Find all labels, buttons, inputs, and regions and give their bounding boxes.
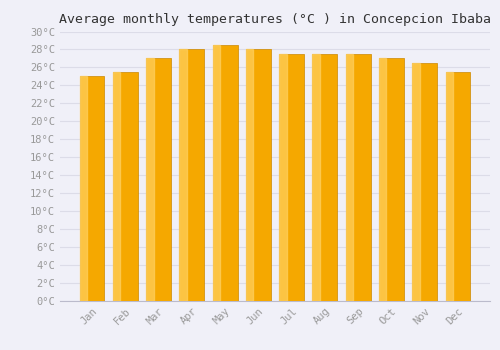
Bar	[113, 72, 120, 301]
Bar	[346, 54, 370, 301]
Bar	[446, 72, 470, 301]
Bar	[246, 49, 254, 301]
Bar	[212, 45, 238, 301]
Bar	[446, 72, 453, 301]
Bar	[412, 63, 437, 301]
Bar	[80, 76, 87, 301]
Bar	[279, 54, 304, 301]
Bar	[146, 58, 154, 301]
Bar	[412, 63, 420, 301]
Bar	[346, 54, 353, 301]
Bar	[180, 49, 187, 301]
Bar	[279, 54, 286, 301]
Bar	[246, 49, 271, 301]
Bar	[180, 49, 204, 301]
Bar	[113, 72, 138, 301]
Bar	[146, 58, 171, 301]
Bar	[212, 45, 220, 301]
Bar	[379, 58, 386, 301]
Title: Average monthly temperatures (°C ) in Concepcion Ibaba: Average monthly temperatures (°C ) in Co…	[59, 13, 491, 26]
Bar	[312, 54, 320, 301]
Bar	[80, 76, 104, 301]
Bar	[312, 54, 338, 301]
Bar	[379, 58, 404, 301]
